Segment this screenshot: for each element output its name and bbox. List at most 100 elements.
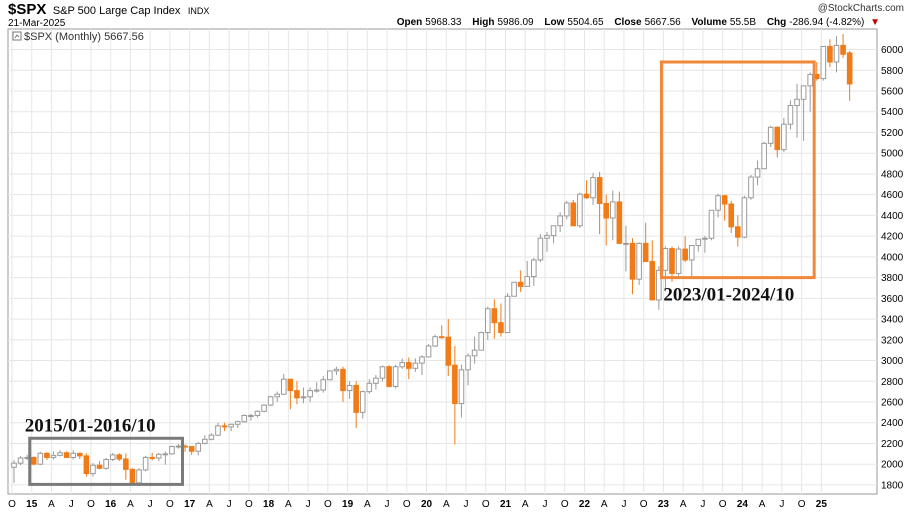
candle-down (340, 368, 346, 392)
candle-up (254, 410, 261, 416)
candle-up (787, 105, 794, 125)
candle-up (241, 414, 248, 423)
highlight-box (659, 60, 816, 280)
candle-up (248, 414, 254, 417)
candle-down (129, 468, 136, 484)
close-label: Close (614, 17, 642, 28)
candle-up (761, 142, 767, 170)
annotations-layer: 2015/01-2016/10 2023/01-2024/10 (25, 60, 816, 486)
chart-date: 21-Mar-2025 (8, 18, 66, 29)
y-tick-label: 5000 (881, 149, 904, 160)
candle-down (491, 308, 498, 324)
candle-up (504, 295, 511, 334)
candle-down (846, 52, 853, 85)
candle-down (445, 336, 452, 366)
candle-up (228, 423, 234, 428)
y-tick-label: 4400 (881, 211, 904, 222)
candle-up (57, 452, 63, 456)
candle-down (353, 384, 359, 413)
stockcharts-watermark[interactable]: @StockCharts.com (817, 3, 904, 14)
candle-up (202, 438, 208, 444)
candle-up (412, 362, 419, 369)
y-tick-label: 3000 (881, 356, 904, 367)
high-label: High (472, 17, 495, 28)
candle-up (300, 396, 307, 399)
y-tick-label: 1800 (881, 480, 904, 491)
candle-up (702, 237, 708, 240)
candle-down (188, 446, 195, 452)
candle-up (563, 202, 570, 217)
y-tick-label: 6000 (881, 45, 904, 56)
x-tick-label: A (443, 499, 450, 510)
candle-down (616, 201, 623, 244)
candle-up (675, 248, 682, 274)
candle-up (465, 355, 471, 371)
candle-up (471, 349, 478, 357)
candle-down (44, 452, 50, 458)
candle-up (359, 391, 366, 413)
y-tick-label: 5800 (881, 66, 904, 77)
x-tick-label: A (127, 499, 134, 510)
candle-down (452, 364, 458, 405)
y-tick-label: 5400 (881, 107, 904, 118)
candle-up (70, 452, 77, 458)
candle-down (728, 203, 735, 228)
candle-up (195, 442, 202, 452)
candle-down (570, 202, 577, 227)
candle-up (590, 177, 596, 199)
x-tick-label: 16 (105, 499, 117, 510)
plot-area (7, 28, 878, 495)
x-tick-label: J (227, 499, 232, 510)
candle-up (379, 366, 386, 379)
candle-up (392, 366, 399, 387)
x-tick-label: O (561, 499, 569, 510)
x-tick-label: O (403, 499, 411, 510)
close-value: 5667.56 (644, 17, 681, 28)
candle-up (609, 201, 616, 219)
candle-up (274, 393, 280, 398)
grid-lines (8, 29, 877, 494)
x-tick-label: O (324, 499, 332, 510)
x-tick-label: A (522, 499, 529, 510)
candle-up (754, 168, 761, 178)
candle-up (484, 308, 491, 334)
y-tick-label: 4600 (881, 190, 904, 201)
x-tick-label: A (680, 499, 687, 510)
legend-swatch-icon (12, 31, 22, 41)
candle-down (603, 202, 610, 219)
x-tick-label: 19 (342, 499, 354, 510)
x-tick-label: O (640, 499, 648, 510)
candle-up (261, 404, 267, 412)
x-tick-label: J (464, 499, 469, 510)
candle-up (50, 454, 57, 458)
candle-up (715, 195, 721, 211)
candle-up (807, 73, 813, 87)
candle-up (767, 126, 774, 144)
candle-up (623, 242, 629, 245)
x-tick-label: A (285, 499, 292, 510)
candle-down (287, 378, 294, 392)
candle-up (333, 368, 340, 372)
x-tick-label: O (245, 499, 253, 510)
candle-down (840, 44, 846, 55)
candle-up (307, 390, 313, 398)
legend-mini-chart-icon (14, 34, 20, 39)
candle-down (123, 458, 129, 470)
candle-up (234, 421, 241, 425)
candle-up (208, 434, 215, 440)
candle-down (583, 193, 590, 199)
candle-up (425, 345, 432, 358)
x-tick-label: 22 (579, 499, 591, 510)
candle-up (346, 384, 353, 392)
candle-down (629, 242, 636, 280)
candle-up (320, 379, 327, 391)
candle-up (695, 238, 702, 246)
candle-down (682, 248, 688, 261)
x-tick-label: J (621, 499, 626, 510)
candle-up (544, 235, 550, 239)
candle-down (116, 454, 123, 460)
candle-up (577, 193, 583, 227)
x-tick-label: 18 (263, 499, 275, 510)
y-tick-label: 3600 (881, 294, 904, 305)
candle-down (438, 336, 445, 339)
